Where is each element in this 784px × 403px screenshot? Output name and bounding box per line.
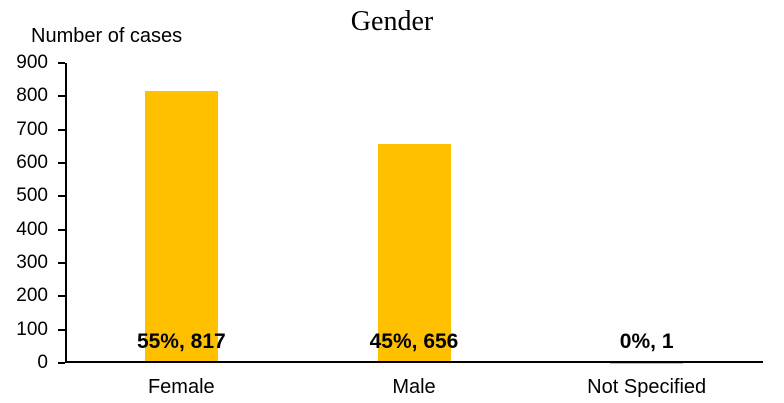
y-axis-tick-label: 600 <box>16 152 48 173</box>
category-label: Female <box>147 376 215 398</box>
bar-value-label: 0%, 1 <box>619 330 674 353</box>
bar <box>144 90 218 363</box>
y-axis-tick <box>58 162 65 164</box>
y-axis-tick <box>58 195 65 198</box>
y-axis-tick <box>58 262 65 264</box>
y-axis-tick-label: 500 <box>16 185 48 207</box>
y-axis-tick <box>58 128 65 131</box>
bar <box>377 144 451 363</box>
category-label: Not Specified <box>587 376 707 398</box>
y-axis-tick <box>58 95 65 98</box>
y-axis-tick-label: 0 <box>37 352 48 373</box>
y-axis-tick <box>58 228 65 231</box>
y-axis-tick-label: 900 <box>16 52 48 73</box>
y-axis-tick-label: 100 <box>16 318 48 340</box>
y-axis-tick-label: 700 <box>16 118 48 140</box>
bar-value-label: 55%, 817 <box>136 330 226 353</box>
y-axis-line <box>65 63 67 363</box>
y-axis-tick-label: 200 <box>16 285 48 307</box>
y-axis-tick <box>58 295 65 298</box>
category-label: Male <box>392 376 436 398</box>
plot-area: 0 100 200 300 400 500 600 700 800 900 55%, 817 Fema… <box>16 53 763 398</box>
y-axis-tick <box>58 362 65 364</box>
y-axis-tick-label: 400 <box>16 218 48 240</box>
y-axis-tick-label: 300 <box>16 252 48 273</box>
bar-value-label: 45%, 656 <box>369 330 459 353</box>
chart-title: Gender <box>350 6 434 37</box>
x-axis-line <box>65 361 763 363</box>
y-axis-tick <box>58 62 65 64</box>
y-axis-tick <box>58 328 65 331</box>
y-axis-title: Number of cases <box>31 25 183 47</box>
y-axis-tick-label: 800 <box>16 85 48 107</box>
